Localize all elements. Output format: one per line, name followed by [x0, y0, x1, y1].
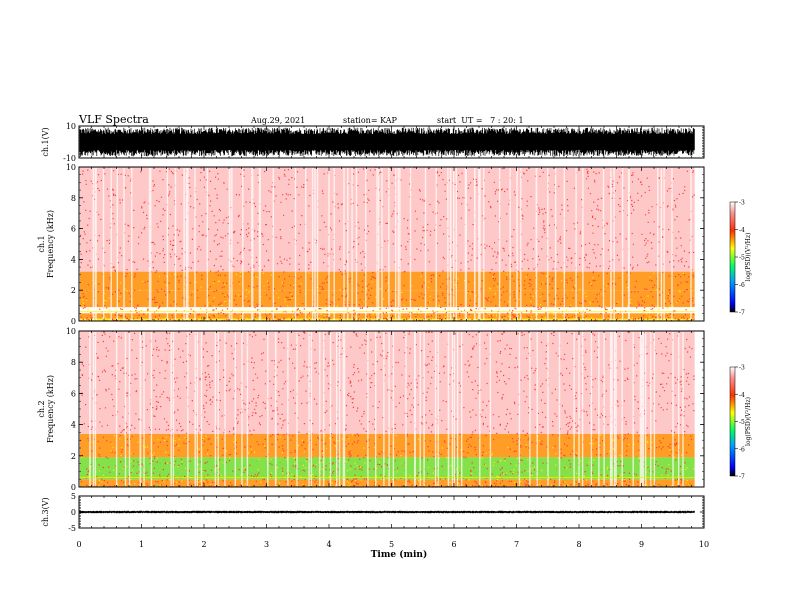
y-tick-label: 10: [66, 327, 76, 336]
y-tick-label: 8: [71, 358, 76, 367]
colorbar-tick-label: -7: [739, 310, 745, 317]
channel-2-colorbar: -3 -4 -5 -6 -7 log(PSD)(V²/Hz): [729, 365, 752, 481]
colorbar-tick-label: -5: [739, 419, 745, 426]
y-tick-label: 0: [71, 483, 76, 492]
start-time-label: start UT = 7 : 20: 1: [437, 116, 524, 125]
colorbar-tick-label: -6: [739, 282, 745, 289]
y-axis-label: ch.1(V): [41, 127, 50, 156]
y-tick-label: 4: [71, 255, 76, 264]
y-tick-label: 8: [71, 194, 76, 203]
x-tick-label: 5: [389, 540, 394, 549]
x-tick-label: 7: [514, 540, 519, 549]
spectrogram-image: [80, 166, 695, 322]
x-tick-label: 1: [139, 540, 144, 549]
colorbar-tick-label: -3: [739, 200, 745, 207]
y-tick-label: -5: [68, 524, 76, 533]
colorbar-tick-label: -7: [739, 474, 745, 481]
spectrogram-image: [80, 330, 695, 488]
x-tick-label: 6: [451, 540, 456, 549]
y-axis-label: Frequency (kHz): [46, 210, 55, 278]
spectral-band: [80, 313, 695, 319]
x-axis-label: Time (min): [371, 549, 428, 560]
y-axis-label: Frequency (kHz): [46, 375, 55, 443]
spectral-band: [80, 457, 695, 480]
spectral-gap: [92, 168, 692, 320]
colorbar-tick-label: -6: [739, 446, 745, 453]
spectral-band: [80, 290, 695, 308]
spectral-gap: [89, 332, 684, 486]
colorbar-tick-label: -3: [739, 365, 745, 372]
y-axis-label: ch.2: [37, 400, 46, 417]
colorbar-label: log(PSD)(V²/Hz): [745, 233, 752, 282]
y-tick-label: 0: [71, 317, 76, 326]
channel-1-spectrogram-panel: 0 2 4 6 8 10 ch.1 Frequency (kHz): [37, 163, 705, 326]
x-tick-label: 0: [76, 540, 81, 549]
spectral-band: [80, 433, 695, 458]
waveform-trace: [79, 127, 695, 157]
x-tick-label: 9: [639, 540, 644, 549]
x-tick-label: 2: [201, 540, 206, 549]
channel-2-spectrogram-panel: 0 2 4 6 8 10 ch.2 Frequency (kHz): [37, 327, 705, 492]
y-tick-label: 4: [71, 421, 76, 430]
y-tick-label: -10: [63, 154, 76, 163]
x-tick-label: 8: [576, 540, 581, 549]
y-tick-label: 6: [71, 225, 76, 234]
colorbar-tick-label: -4: [739, 227, 745, 234]
colorbar-label: log(PSD)(V²/Hz): [745, 397, 752, 446]
y-tick-label: 2: [71, 286, 76, 295]
y-axis-label: ch.1: [37, 235, 46, 252]
date-label: Aug.29, 2021: [250, 116, 305, 125]
y-tick-label: 6: [71, 389, 76, 398]
spectral-band: [80, 167, 695, 272]
x-tick-label: 10: [699, 540, 709, 549]
channel-1-waveform-panel: 10 -10 ch.1(V): [41, 122, 705, 163]
y-axis-label: ch.3(V): [41, 497, 50, 526]
y-tick-label: 10: [66, 122, 76, 131]
station-label: station= KAP: [343, 116, 398, 125]
x-tick-label: 3: [264, 540, 269, 549]
spectral-band: [80, 479, 695, 487]
channel-1-colorbar: -3 -4 -5 -6 -7 log(PSD)(V²/Hz): [729, 200, 752, 317]
colorbar-gradient: [729, 366, 736, 477]
colorbar-gradient: [729, 201, 736, 313]
y-tick-label: 0: [71, 508, 76, 517]
y-tick-label: 2: [71, 452, 76, 461]
figure-title: VLF Spectra: [78, 113, 149, 126]
colorbar-tick-label: -4: [739, 392, 745, 399]
spectral-band: [80, 331, 695, 434]
x-tick-label: 4: [326, 540, 331, 549]
y-tick-label: 5: [71, 492, 76, 501]
channel-3-waveform-panel: 5 0 -5 ch.3(V): [41, 492, 705, 533]
waveform-trace: [79, 510, 695, 514]
spectral-band: [80, 271, 695, 291]
time-axis: 0 1 2 3 4 5 6 7 8 9 10: [76, 540, 709, 549]
y-tick-label: 10: [66, 163, 76, 172]
colorbar-tick-label: -5: [739, 255, 745, 262]
